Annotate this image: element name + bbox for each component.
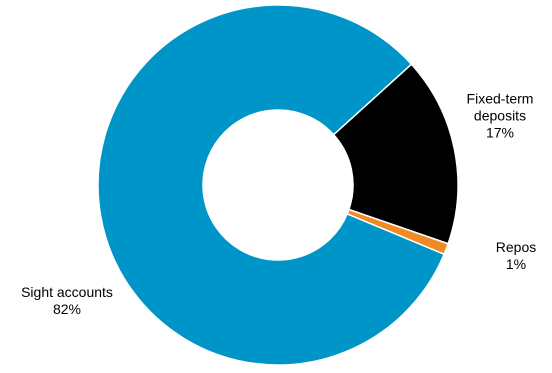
- label-repos-value: 1%: [506, 256, 526, 272]
- label-fixed-term-deposits-value: 17%: [486, 125, 514, 141]
- label-sight-accounts-value: 82%: [53, 301, 81, 317]
- slice-sight-accounts: [97, 4, 445, 366]
- label-fixed-term-deposits-name: Fixed-term: [467, 91, 534, 107]
- label-repos-name: Repos: [496, 239, 536, 255]
- slices: [97, 4, 459, 366]
- slice-fixed-term-deposits: [332, 63, 459, 245]
- label-sight-accounts-name: Sight accounts: [21, 284, 113, 300]
- label-fixed-term-deposits-name: deposits: [474, 108, 526, 124]
